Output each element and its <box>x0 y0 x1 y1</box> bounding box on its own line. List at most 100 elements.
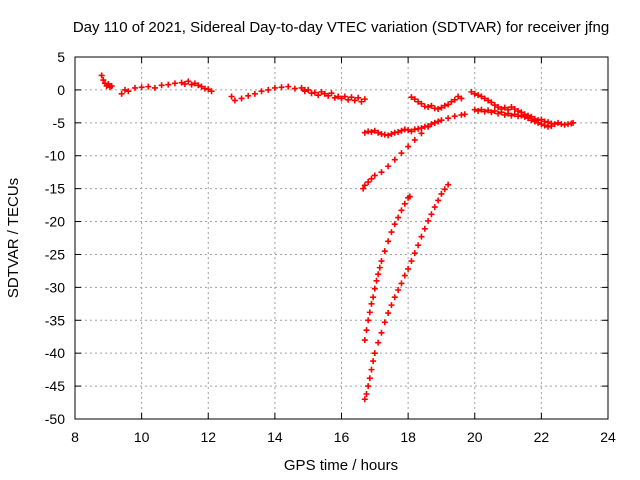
y-tick-label: 0 <box>57 82 65 98</box>
data-point <box>435 118 442 125</box>
x-tick-label: 22 <box>534 429 550 445</box>
y-tick-label: -35 <box>45 312 65 328</box>
data-point <box>398 207 405 214</box>
data-point <box>488 99 495 106</box>
data-point <box>145 83 152 90</box>
data-point <box>105 80 112 87</box>
data-point <box>495 104 502 111</box>
data-point <box>251 90 258 97</box>
data-point <box>371 350 378 357</box>
data-point <box>485 107 492 114</box>
data-point <box>301 88 308 95</box>
data-point <box>488 109 495 116</box>
data-point <box>501 111 508 118</box>
data-point <box>475 107 482 114</box>
data-point <box>391 294 398 301</box>
data-point <box>531 118 538 125</box>
data-point <box>238 95 245 102</box>
data-point <box>428 102 435 109</box>
data-point <box>391 156 398 163</box>
data-point <box>398 127 405 134</box>
series-arc-4 <box>301 86 368 105</box>
data-point <box>171 80 178 87</box>
series-arc-9 <box>471 106 555 130</box>
y-axis-ticks: 5 0 -5 -10 -15 -20 -25 -30 -35 -40 -45 -50 <box>45 49 608 427</box>
data-point <box>375 339 382 346</box>
data-point <box>368 366 375 373</box>
data-point <box>271 84 278 91</box>
series-arc-3 <box>228 83 308 104</box>
data-point <box>445 115 452 122</box>
data-point <box>376 264 383 271</box>
data-point <box>458 95 465 102</box>
y-tick-label: -10 <box>45 148 65 164</box>
data-point <box>378 258 385 265</box>
data-point <box>371 172 378 179</box>
data-point <box>445 181 452 188</box>
data-point <box>395 286 402 293</box>
data-point <box>475 92 482 99</box>
data-point <box>181 80 188 87</box>
y-tick-label: -20 <box>45 214 65 230</box>
data-point <box>445 101 452 108</box>
data-point <box>385 310 392 317</box>
gridlines <box>75 57 608 419</box>
data-point <box>338 95 345 102</box>
data-point <box>318 88 325 95</box>
data-point <box>491 107 498 114</box>
data-point <box>366 375 373 382</box>
data-point <box>298 84 305 91</box>
data-point <box>501 104 508 111</box>
data-point <box>441 186 448 193</box>
data-point <box>178 79 185 86</box>
data-point <box>368 300 375 307</box>
data-point <box>245 92 252 99</box>
x-tick-label: 12 <box>200 429 216 445</box>
data-point <box>468 88 475 95</box>
data-point <box>361 96 368 103</box>
series-arc-2 <box>118 78 215 97</box>
data-point <box>285 83 292 90</box>
data-point <box>100 77 107 84</box>
data-point <box>378 329 385 336</box>
data-point <box>551 121 558 128</box>
data-point <box>481 95 488 102</box>
data-point <box>485 97 492 104</box>
data-point <box>395 214 402 221</box>
data-point <box>361 129 368 136</box>
data-point <box>461 111 468 118</box>
data-point <box>518 112 525 119</box>
y-tick-label: -15 <box>45 181 65 197</box>
x-tick-label: 16 <box>334 429 350 445</box>
data-point <box>121 86 128 93</box>
data-point <box>428 211 435 218</box>
data-point <box>405 143 412 150</box>
data-point <box>425 104 432 111</box>
data-point <box>441 102 448 109</box>
data-point <box>335 93 342 100</box>
data-point <box>388 229 395 236</box>
series-arc-1 <box>98 72 115 91</box>
data-point <box>381 319 388 326</box>
x-tick-label: 8 <box>71 429 79 445</box>
data-point <box>401 200 408 207</box>
data-point <box>373 277 380 284</box>
data-point <box>325 92 332 99</box>
data-point <box>375 129 382 136</box>
data-point <box>395 129 402 136</box>
data-point <box>378 169 385 176</box>
data-point <box>405 265 412 272</box>
data-point <box>391 221 398 228</box>
series-arc-10 <box>361 193 413 344</box>
data-point <box>478 93 485 100</box>
data-point <box>538 121 545 128</box>
data-point <box>438 117 445 124</box>
data-point <box>411 96 418 103</box>
data-point <box>431 204 438 211</box>
data-point <box>406 193 413 200</box>
data-point <box>368 129 375 136</box>
data-point <box>315 92 322 99</box>
series-arc-8 <box>468 88 577 128</box>
data-point <box>448 98 455 105</box>
data-point <box>418 233 425 240</box>
